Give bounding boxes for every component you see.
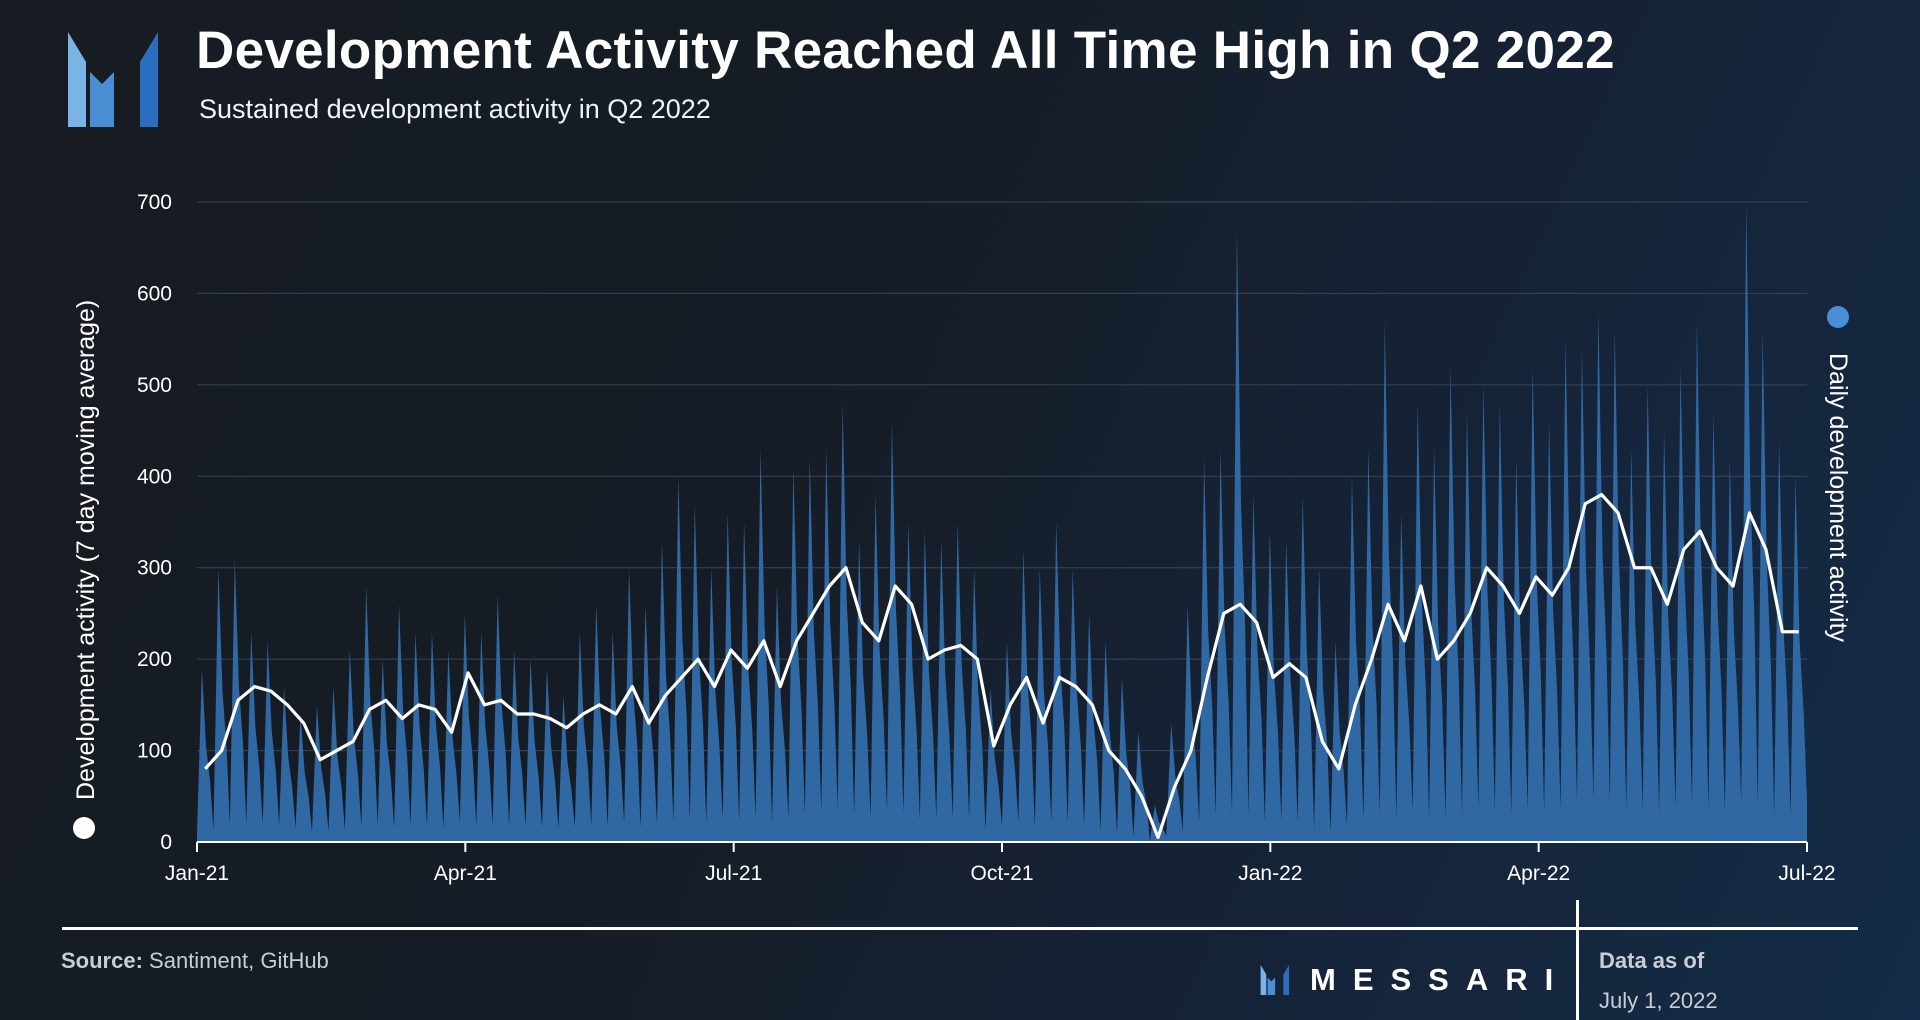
y-tick-label: 400 — [137, 465, 172, 488]
x-tick-label: Apr-22 — [1507, 862, 1570, 885]
x-tick-label: Jan-22 — [1238, 862, 1302, 885]
legend-ma-dot-icon — [73, 817, 95, 839]
messari-small-logo-icon — [1260, 965, 1290, 995]
chart-subtitle: Sustained development activity in Q2 202… — [199, 94, 711, 124]
source-note: Source: Santiment, GitHub — [61, 948, 329, 974]
brand: MESSARI — [1258, 962, 1570, 998]
y-tick-label: 300 — [137, 557, 172, 580]
messari-logo-icon — [68, 32, 158, 127]
x-tick-label: Oct-21 — [970, 862, 1033, 885]
y-tick-label: 500 — [137, 374, 172, 397]
legend-daily-dot-icon — [1827, 306, 1849, 328]
y-tick-label: 200 — [137, 648, 172, 671]
x-tick-label: Jan-21 — [165, 862, 229, 885]
footer-vertical-divider — [1576, 900, 1579, 1020]
x-tick-label: Apr-21 — [434, 862, 497, 885]
moving-average-line — [204, 492, 1799, 840]
data-as-of-date: July 1, 2022 — [1599, 988, 1718, 1013]
source-label: Source: — [61, 948, 143, 973]
chart-title: Development Activity Reached All Time Hi… — [196, 21, 1615, 80]
x-tick-label: Jul-22 — [1778, 862, 1835, 885]
source-text: Santiment, GitHub — [149, 948, 329, 973]
y-tick-label: 100 — [137, 740, 172, 763]
y-axis-right-title: Daily development activity — [1824, 353, 1852, 643]
y-tick-label: 600 — [137, 282, 172, 305]
brand-wordmark: MESSARI — [1310, 962, 1571, 997]
footer-divider — [62, 927, 1858, 930]
data-as-of-label: Data as of — [1599, 948, 1705, 973]
daily-activity-area — [197, 202, 1807, 842]
chart: 0 100 200 300 400 500 600 700 Jan-21 Apr-21 Jul-2… — [72, 191, 1852, 885]
x-tick-label: Jul-21 — [705, 862, 762, 885]
y-axis-left-title: Development activity (7 day moving avera… — [72, 300, 100, 800]
y-tick-label: 700 — [137, 191, 172, 214]
y-tick-label: 0 — [160, 831, 172, 854]
